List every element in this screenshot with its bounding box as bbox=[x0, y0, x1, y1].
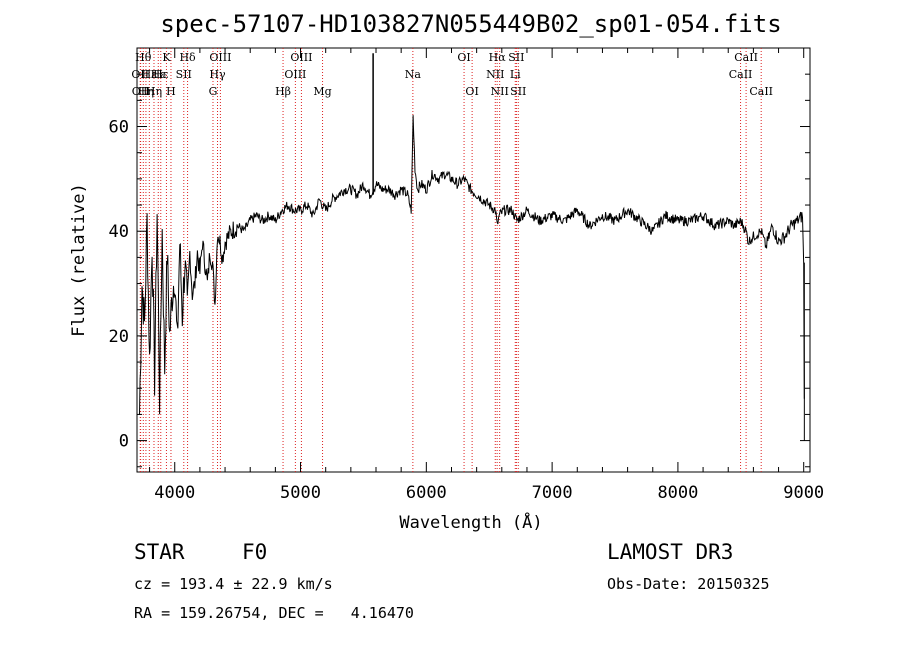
line-marker-label: Mg bbox=[313, 85, 331, 98]
plot-frame bbox=[136, 47, 811, 473]
x-tick-label: 9000 bbox=[783, 483, 824, 503]
y-tick-label: 60 bbox=[109, 118, 129, 138]
line-marker-label: OIII bbox=[290, 51, 312, 64]
spectrum-chart: spec-57107-HD103827N055449B02_sp01-054.f… bbox=[69, 10, 824, 533]
line-marker-label: Hε bbox=[142, 68, 158, 81]
chart-title: spec-57107-HD103827N055449B02_sp01-054.f… bbox=[160, 10, 781, 38]
y-tick-label: 20 bbox=[109, 327, 129, 347]
redshift-text: cz = 193.4 ± 22.9 km/s bbox=[134, 575, 333, 593]
line-marker-label: G bbox=[209, 85, 218, 98]
line-marker-label: SII bbox=[510, 85, 526, 98]
line-marker-label: OIII bbox=[209, 51, 231, 64]
line-marker-label: Na bbox=[405, 68, 422, 81]
line-marker-label: OIII bbox=[284, 68, 306, 81]
spectrum-line bbox=[139, 115, 805, 415]
line-marker-label: H bbox=[166, 85, 176, 98]
x-tick-label: 8000 bbox=[657, 483, 698, 503]
line-label-group: OIIOIIHθHηHεHηHεHεKHSIIHδGHγOIIIHβOIIIOI… bbox=[131, 51, 773, 98]
line-marker-label: Hη bbox=[138, 85, 154, 98]
y-axis-label: Flux (relative) bbox=[69, 183, 89, 337]
axis-ticks: 4000 5000 6000 7000 8000 9000 0 20 40 60 bbox=[109, 48, 824, 503]
object-class: STAR bbox=[134, 540, 185, 564]
coordinates-text: RA = 159.26754, DEC = 4.16470 bbox=[134, 604, 414, 622]
line-marker-label: Hθ bbox=[135, 51, 152, 64]
y-tick-label: 0 bbox=[119, 432, 129, 452]
x-tick-label: 4000 bbox=[154, 483, 195, 503]
x-tick-label: 6000 bbox=[406, 483, 447, 503]
line-marker-label: SII bbox=[176, 68, 192, 81]
line-marker-label: CaII bbox=[734, 51, 758, 64]
x-axis-label: Wavelength (Å) bbox=[399, 511, 542, 533]
line-marker-label: NII bbox=[491, 85, 509, 98]
line-marker-group bbox=[139, 48, 762, 472]
object-subclass: F0 bbox=[242, 540, 268, 564]
line-marker-label: OI bbox=[457, 51, 470, 64]
line-marker-label: CaII bbox=[749, 85, 773, 98]
x-tick-label: 7000 bbox=[532, 483, 573, 503]
y-tick-label: 40 bbox=[109, 222, 129, 242]
line-marker-label: K bbox=[162, 51, 171, 64]
line-marker-label: Hδ bbox=[179, 51, 196, 64]
line-marker-label: Hγ bbox=[209, 68, 226, 81]
line-marker-label: Li bbox=[510, 68, 521, 81]
line-marker-label: OII bbox=[132, 85, 150, 98]
line-marker-label: Hβ bbox=[275, 85, 291, 98]
obs-date-text: Obs-Date: 20150325 bbox=[607, 575, 770, 593]
x-tick-label: 5000 bbox=[280, 483, 321, 503]
line-marker-label: Hη bbox=[146, 85, 162, 98]
line-marker-label: Hε bbox=[153, 68, 169, 81]
line-marker-label: Hα bbox=[489, 51, 507, 64]
line-marker-label: NII bbox=[486, 68, 504, 81]
line-marker-label: SII bbox=[508, 51, 524, 64]
line-marker-label: Hε bbox=[151, 68, 167, 81]
line-marker-label: OI bbox=[465, 85, 478, 98]
survey-label: LAMOST DR3 bbox=[607, 540, 734, 564]
line-marker-label: CaII bbox=[729, 68, 753, 81]
